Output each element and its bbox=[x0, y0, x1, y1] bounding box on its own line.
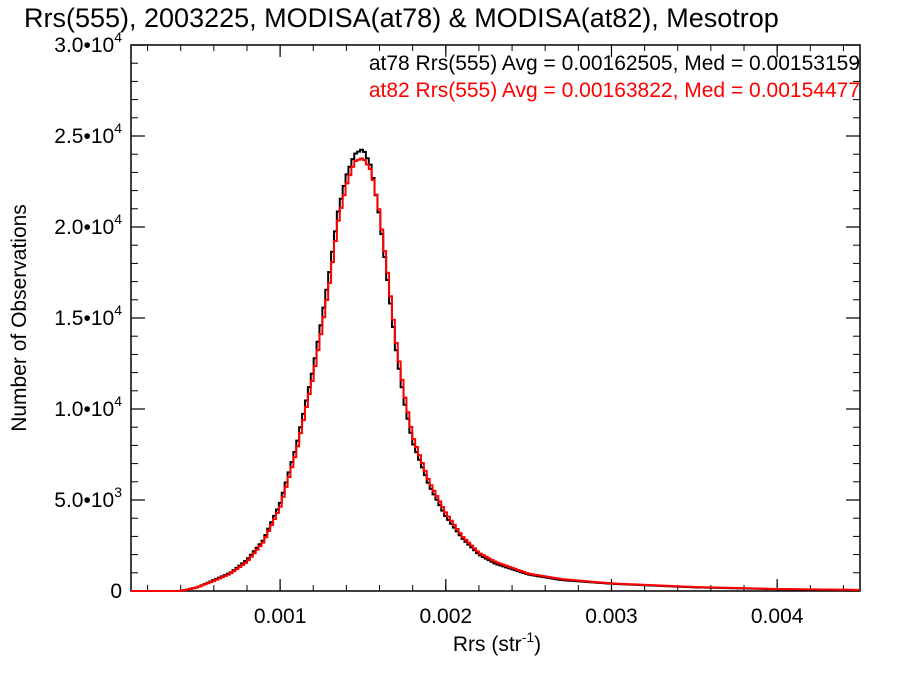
y-tick-label: 1.0•104 bbox=[54, 393, 122, 421]
y-tick-label: 5.0•103 bbox=[54, 484, 122, 512]
y-tick-label: 1.5•104 bbox=[54, 302, 122, 330]
y-tick-exponent: 4 bbox=[114, 393, 122, 409]
x-tick-label: 0.004 bbox=[751, 605, 804, 628]
y-axis: 05.0•1031.0•1041.5•1042.0•1042.5•1043.0•… bbox=[54, 29, 860, 603]
legend-entry-at78: at78 Rrs(555) Avg = 0.00162505, Med = 0.… bbox=[369, 52, 860, 75]
series-layer bbox=[131, 148, 860, 592]
y-tick-label: 3.0•104 bbox=[54, 29, 122, 57]
series-line-at78 bbox=[131, 148, 860, 592]
y-tick-label: 0 bbox=[110, 580, 122, 603]
y-axis-label: Number of Observations bbox=[8, 204, 31, 432]
plot-frame bbox=[130, 44, 861, 592]
y-tick-label: 2.5•104 bbox=[54, 120, 122, 148]
y-tick-mantissa: 2.5•10 bbox=[54, 125, 114, 148]
y-tick-mantissa: 5.0•10 bbox=[54, 489, 114, 512]
x-axis-label: Rrs (str-1) bbox=[453, 629, 541, 656]
legend-entry-at82: at82 Rrs(555) Avg = 0.00163822, Med = 0.… bbox=[369, 79, 860, 102]
x-axis-label-close: ) bbox=[534, 633, 541, 656]
x-tick-label: 0.002 bbox=[420, 605, 473, 628]
y-tick-label: 2.0•104 bbox=[54, 211, 122, 239]
y-tick-mantissa: 1.0•10 bbox=[54, 398, 114, 421]
y-tick-mantissa: 3.0•10 bbox=[54, 34, 114, 57]
x-axis: 0.001 0.002 0.003 0.004 bbox=[147, 45, 844, 628]
chart-title: Rrs(555), 2003225, MODISA(at78) & MODISA… bbox=[24, 3, 779, 33]
x-axis-label-main: Rrs (str bbox=[453, 633, 522, 656]
y-tick-exponent: 3 bbox=[114, 484, 122, 500]
y-tick-exponent: 4 bbox=[114, 29, 122, 45]
x-axis-label-sup: -1 bbox=[522, 629, 535, 645]
series-line-at82 bbox=[131, 157, 860, 592]
y-tick-exponent: 4 bbox=[114, 302, 122, 318]
y-tick-mantissa: 0 bbox=[110, 580, 122, 603]
x-tick-label: 0.001 bbox=[254, 605, 307, 628]
y-tick-mantissa: 1.5•10 bbox=[54, 307, 114, 330]
y-tick-exponent: 4 bbox=[114, 211, 122, 227]
x-tick-label: 0.003 bbox=[585, 605, 638, 628]
y-tick-mantissa: 2.0•10 bbox=[54, 216, 114, 239]
y-tick-exponent: 4 bbox=[114, 120, 122, 136]
